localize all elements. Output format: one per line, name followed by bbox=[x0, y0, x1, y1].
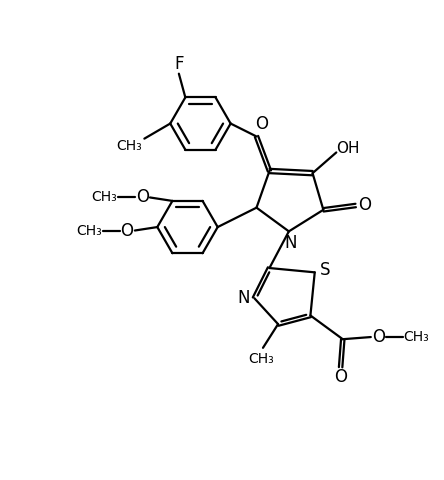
Text: S: S bbox=[320, 261, 331, 279]
Text: O: O bbox=[255, 115, 268, 132]
Text: OH: OH bbox=[337, 141, 360, 156]
Text: O: O bbox=[121, 221, 134, 240]
Text: CH₃: CH₃ bbox=[91, 191, 117, 204]
Text: CH₃: CH₃ bbox=[248, 352, 274, 366]
Text: O: O bbox=[358, 196, 371, 215]
Text: F: F bbox=[174, 55, 184, 73]
Text: O: O bbox=[136, 189, 149, 206]
Text: CH₃: CH₃ bbox=[76, 224, 102, 238]
Text: O: O bbox=[334, 368, 347, 386]
Text: N: N bbox=[285, 234, 297, 252]
Text: N: N bbox=[237, 289, 250, 307]
Text: CH₃: CH₃ bbox=[403, 330, 429, 344]
Text: CH₃: CH₃ bbox=[116, 139, 142, 153]
Text: O: O bbox=[372, 328, 385, 346]
